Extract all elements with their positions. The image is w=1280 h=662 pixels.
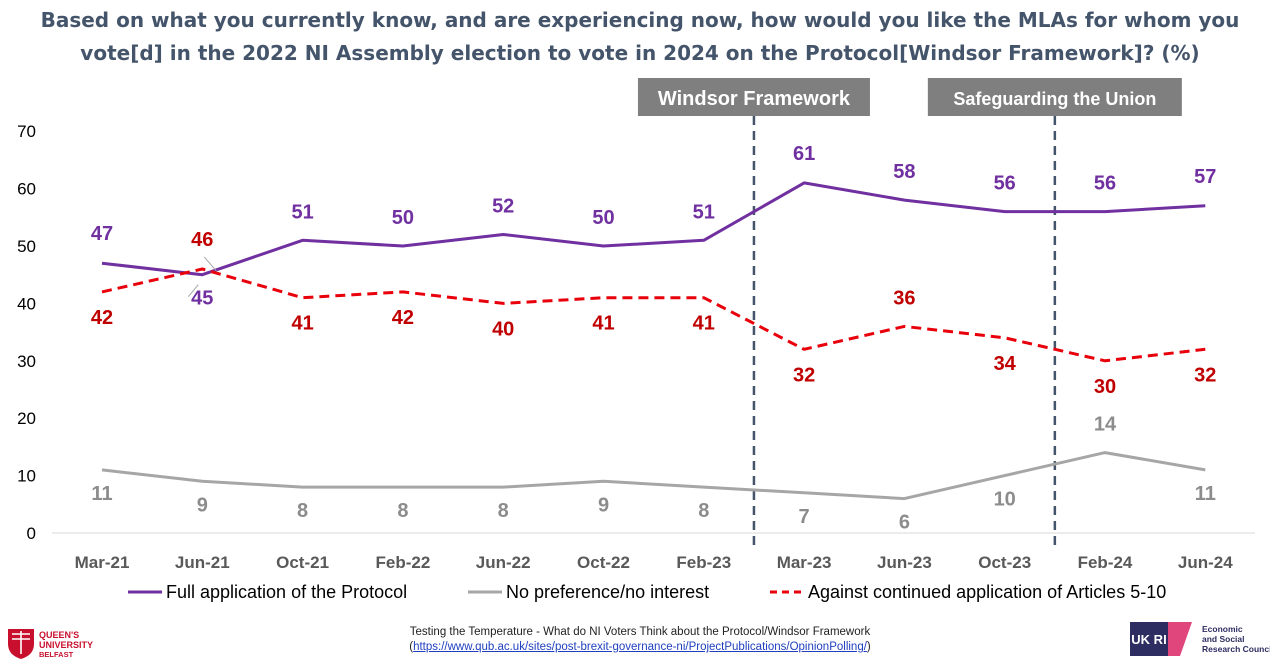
data-labels: 47 45 51 50 52 50 51 61 58 56 56 57 11 9 8 8 8 9 8 7 6 10 14 11… (91, 143, 1217, 534)
x-tick-label: Oct-21 (276, 553, 329, 572)
data-label: 9 (598, 494, 609, 516)
y-tick-label: 40 (17, 294, 36, 313)
x-tick-label: Jun-24 (1178, 553, 1233, 572)
qub-logo: QUEEN'S UNIVERSITY BELFAST (8, 629, 93, 659)
series-line (101, 181, 1206, 277)
data-label: 10 (994, 489, 1016, 511)
annotation-label: Windsor Framework (658, 88, 851, 110)
data-label: 51 (291, 201, 313, 223)
data-label: 58 (893, 161, 915, 183)
qub-line-1: QUEEN'S (39, 630, 79, 640)
ukri-mark-text: UK RI (1131, 632, 1166, 647)
x-tick-label: Jun-23 (877, 553, 932, 572)
data-label: 41 (291, 313, 313, 335)
data-label: 8 (297, 500, 308, 522)
data-label: 50 (592, 207, 614, 229)
y-tick-label: 10 (17, 467, 36, 486)
data-label: 8 (397, 500, 408, 522)
event-dividers: Windsor Framework Safeguarding the Union (637, 78, 1182, 545)
data-label: 57 (1194, 166, 1216, 188)
y-tick-label: 50 (17, 237, 36, 256)
x-tick-label: Mar-21 (75, 553, 130, 572)
qub-line-2: UNIVERSITY (39, 640, 93, 650)
data-label: 11 (91, 483, 112, 505)
data-label: 45 (191, 288, 213, 310)
leader-line (203, 256, 217, 272)
x-tick-label: Jun-21 (175, 553, 230, 572)
y-tick-label: 30 (17, 352, 36, 371)
series-lines (101, 181, 1206, 501)
annotation-box (637, 78, 870, 116)
data-label: 46 (191, 229, 213, 251)
data-label: 36 (893, 287, 915, 309)
data-label: 42 (91, 307, 113, 329)
qub-line-3: BELFAST (39, 650, 74, 659)
data-label: 41 (693, 313, 715, 335)
x-tick-label: Feb-22 (376, 553, 431, 572)
x-tick-label: Oct-22 (577, 553, 630, 572)
axes: 0 10 20 30 40 50 60 70 Mar-21 Jun-21 Oct-21 Feb-22 J… (17, 122, 1255, 572)
legend-label: No preference/no interest (506, 582, 709, 602)
data-label: 8 (698, 500, 709, 522)
ukri-text-1: Economic (1202, 624, 1243, 634)
x-tick-label: Feb-24 (1078, 553, 1133, 572)
series-line (101, 267, 1206, 363)
ukri-text-3: Research Council (1202, 644, 1270, 654)
data-label: 56 (1094, 173, 1116, 195)
data-label: 56 (994, 173, 1016, 195)
footer-source: (https://www.qub.ac.uk/sites/post-brexit… (330, 641, 950, 653)
data-label: 8 (498, 500, 509, 522)
y-tick-label: 60 (17, 180, 36, 199)
data-label: 42 (392, 307, 414, 329)
ukri-text-2: and Social (1202, 634, 1245, 644)
chart-title: Based on what you currently know, and ar… (40, 8, 1240, 65)
data-label: 51 (693, 201, 715, 223)
ukri-mark-icon (1130, 622, 1168, 656)
data-label: 6 (899, 512, 910, 534)
footer-paren-close: ) (866, 641, 871, 653)
data-label: 32 (793, 364, 815, 386)
data-label: 14 (1094, 414, 1117, 436)
footer-caption: Testing the Temperature - What do NI Vot… (409, 626, 871, 638)
data-label: 50 (392, 207, 414, 229)
ukri-esrc-logo: UK RI Economic and Social Research Counc… (1130, 622, 1270, 656)
leader-line (187, 284, 199, 298)
legend-label: Full application of the Protocol (166, 582, 407, 602)
data-label: 61 (793, 143, 815, 165)
data-label: 41 (592, 313, 614, 335)
legend-label: Against continued application of Article… (808, 582, 1166, 602)
y-tick-label: 20 (17, 409, 36, 428)
x-tick-label: Oct-23 (978, 553, 1031, 572)
y-tick-label: 70 (17, 122, 36, 141)
data-label: 7 (799, 506, 810, 528)
annotation-box (927, 78, 1182, 116)
footer-link[interactable]: https://www.qub.ac.uk/sites/post-brexit-… (413, 641, 867, 653)
x-tick-label: Jun-22 (476, 553, 531, 572)
data-label: 30 (1094, 376, 1116, 398)
data-label: 11 (1195, 483, 1216, 505)
data-label: 47 (91, 223, 113, 245)
data-label: 40 (492, 318, 514, 340)
data-label: 52 (492, 196, 514, 218)
legend: Full application of the Protocol No prefe… (128, 582, 1166, 602)
y-tick-label: 0 (27, 524, 36, 543)
data-label: 32 (1194, 364, 1216, 386)
annotation-label: Safeguarding the Union (953, 89, 1156, 109)
data-label: 9 (197, 494, 208, 516)
footer-paren-open: ( (409, 641, 414, 653)
x-tick-label: Feb-23 (676, 553, 731, 572)
x-tick-label: Mar-23 (777, 553, 832, 572)
data-label: 34 (994, 353, 1017, 375)
series-line (101, 451, 1206, 501)
